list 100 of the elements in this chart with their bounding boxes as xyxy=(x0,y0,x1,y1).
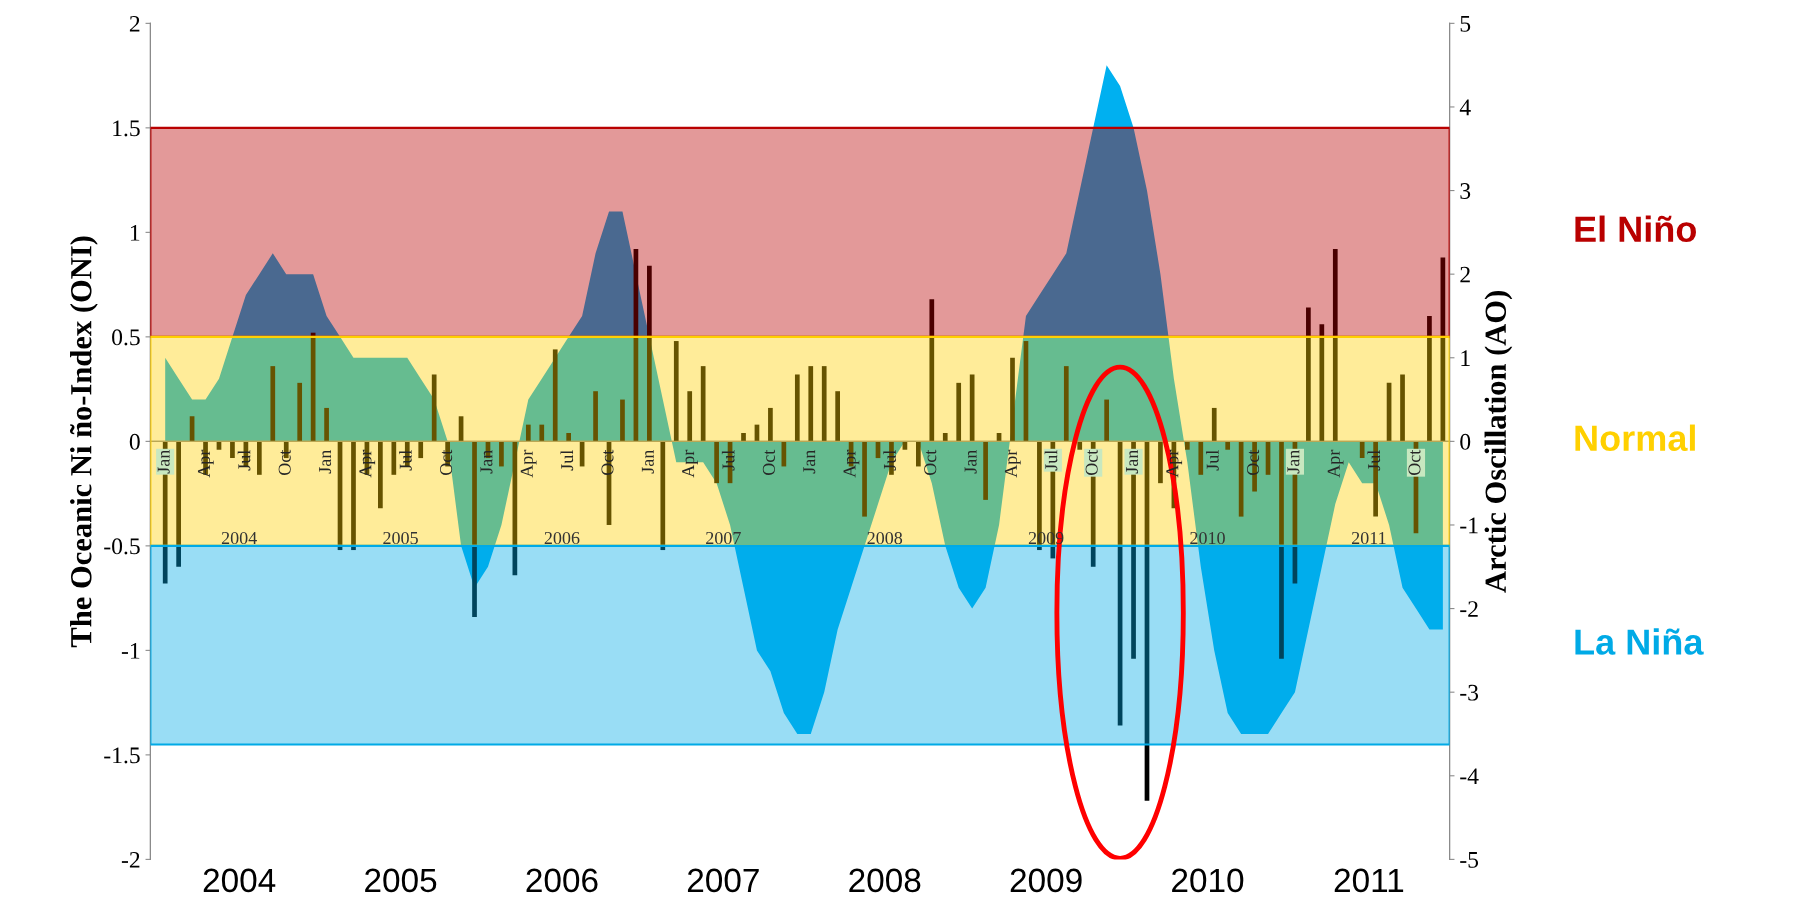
bar xyxy=(969,374,975,442)
y2-tick-label: -5 xyxy=(1460,852,1479,868)
band-label: El Niño xyxy=(1575,215,1696,243)
bar xyxy=(1063,366,1069,442)
bar xyxy=(270,366,276,442)
band-label: Normal xyxy=(1575,424,1695,452)
x-tick-label: Jan xyxy=(964,449,977,474)
bar xyxy=(431,374,437,442)
x-tick-label: Oct xyxy=(762,449,775,476)
x-tick-label: Jul xyxy=(399,450,412,471)
y2-tick-label: -4 xyxy=(1460,768,1479,784)
y2-tick-label: -2 xyxy=(1460,601,1478,617)
y2-tick-label: 3 xyxy=(1460,183,1471,199)
x-tick-label: Apr xyxy=(1327,449,1344,478)
y-tick-label: 1.5 xyxy=(113,120,140,137)
text: 2005 xyxy=(365,868,437,893)
bar xyxy=(1104,399,1109,442)
bar xyxy=(324,407,329,442)
y2-tick-label: 4 xyxy=(1459,99,1471,116)
y-tick-label: 0 xyxy=(129,433,140,450)
text: 2010 xyxy=(1172,868,1244,893)
x-tick-label: Jan xyxy=(641,449,654,474)
bar xyxy=(835,391,841,442)
bar xyxy=(983,441,988,500)
bar xyxy=(700,366,706,442)
y-tick-label: -2 xyxy=(121,851,140,868)
y2-tick-label: 5 xyxy=(1460,16,1471,32)
x-tick-label: Jul xyxy=(883,450,896,471)
bar xyxy=(1332,249,1338,442)
bar xyxy=(391,441,397,475)
bar xyxy=(472,441,477,617)
bar xyxy=(566,433,572,442)
bar xyxy=(378,441,383,509)
y2-tick-label: 0 xyxy=(1460,433,1471,450)
bar xyxy=(351,441,356,551)
bar xyxy=(862,441,867,517)
bar xyxy=(1400,374,1405,442)
bar xyxy=(1010,357,1015,442)
x-tick-label: Jan xyxy=(1126,449,1139,474)
x-tick-label: Apr xyxy=(197,449,214,478)
y2-tick-label: 1 xyxy=(1461,350,1470,366)
text: 2007 xyxy=(687,868,759,893)
bar xyxy=(1184,441,1190,450)
x-tick-label: Jan xyxy=(1287,449,1300,474)
bar xyxy=(647,265,652,442)
bar xyxy=(525,424,531,442)
annotation: 2005 xyxy=(383,531,418,545)
bar xyxy=(418,441,424,459)
bar xyxy=(593,391,598,442)
bar xyxy=(768,407,773,442)
bar xyxy=(741,433,746,442)
y-tick-label: -0.5 xyxy=(104,538,140,555)
y2-tick-label: 2 xyxy=(1460,266,1470,283)
bar xyxy=(794,374,800,442)
bar xyxy=(929,299,935,442)
bar xyxy=(673,341,679,442)
x-tick-label: Jan xyxy=(157,449,170,474)
bar xyxy=(230,441,235,459)
bar xyxy=(1077,441,1083,450)
x-tick-label: Jan xyxy=(803,449,816,474)
y-tick-label: 2 xyxy=(129,15,140,32)
bar xyxy=(821,366,827,442)
band-label: La Niña xyxy=(1575,628,1704,655)
bar xyxy=(1427,315,1432,442)
y2-tick-label: -3 xyxy=(1460,684,1479,701)
bar xyxy=(297,382,303,442)
bar xyxy=(714,441,719,484)
x-tick-label: Jul xyxy=(560,450,574,471)
bar xyxy=(1319,324,1325,442)
bar xyxy=(1158,441,1163,484)
x-tick-label: Jul xyxy=(237,450,251,471)
bar xyxy=(620,399,625,442)
x-tick-label: Oct xyxy=(440,449,453,476)
annotation: 2008 xyxy=(867,531,903,545)
x-tick-label: Jul xyxy=(1367,450,1381,471)
x-tick-label: Oct xyxy=(1085,449,1098,476)
annotation: 2004 xyxy=(221,531,257,545)
bar xyxy=(539,424,545,442)
annotation: 2006 xyxy=(544,531,580,545)
x-tick-label: Jan xyxy=(319,449,332,474)
x-tick-label: Oct xyxy=(924,449,937,476)
y2-axis-title: Arctic Oscillation (AO) xyxy=(1484,291,1513,593)
bar xyxy=(1306,307,1311,442)
bar xyxy=(256,441,262,475)
text: 2004 xyxy=(203,868,276,893)
bar xyxy=(1279,441,1284,659)
y-tick-label: 0.5 xyxy=(112,329,140,346)
bar xyxy=(660,441,666,551)
text: 2006 xyxy=(526,868,598,893)
text: 2011 xyxy=(1334,868,1404,893)
x-tick-label: Oct xyxy=(1408,449,1421,476)
x-tick-label: Jul xyxy=(1206,450,1219,471)
x-tick-label: Apr xyxy=(1004,449,1021,478)
bar xyxy=(1225,441,1231,450)
x-tick-label: Apr xyxy=(359,449,376,478)
text: 2008 xyxy=(849,868,921,893)
x-tick-label: Oct xyxy=(601,449,614,476)
x-tick-label: Jul xyxy=(721,450,735,471)
y-tick-label: -1 xyxy=(121,642,140,659)
x-tick-label: Apr xyxy=(520,449,537,478)
